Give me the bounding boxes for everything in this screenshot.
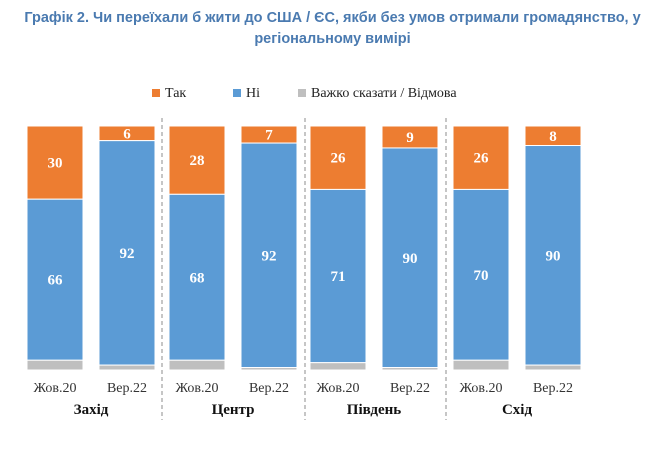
data-label-0-0-no: 66: [48, 273, 64, 289]
region-label-2: Південь: [347, 402, 401, 418]
region-label-3: Схід: [502, 402, 533, 418]
period-label-3-0: Жов.20: [460, 381, 503, 396]
period-label-2-1: Вер.22: [390, 381, 430, 396]
bar-0-1-hard: [98, 364, 156, 371]
data-label-1-1-yes: 7: [265, 128, 273, 144]
bar-0-1-no: [98, 140, 156, 366]
data-label-2-0-yes: 26: [331, 151, 347, 167]
bar-2-1-no: [381, 147, 439, 369]
period-label-1-1: Вер.22: [249, 381, 289, 396]
bar-3-1-no: [524, 145, 582, 366]
bar-2-0-no: [309, 188, 367, 364]
data-label-3-0-yes: 26: [474, 151, 490, 167]
bar-1-1-hard: [240, 367, 298, 371]
data-label-0-0-yes: 30: [48, 156, 63, 172]
data-label-0-1-yes: 6: [123, 126, 131, 142]
legend-label-1: Ні: [246, 86, 260, 101]
bar-0-0-no: [26, 198, 84, 361]
data-label-2-0-no: 71: [331, 269, 346, 285]
bar-0-0-yes: [26, 125, 84, 200]
chart-title: Графік 2. Чи переїхали б жити до США / Є…: [24, 10, 641, 47]
legend-label-0: Так: [165, 86, 186, 101]
data-label-1-1-no: 92: [262, 248, 277, 264]
legend-swatch-0: [152, 89, 160, 97]
data-label-3-1-no: 90: [546, 248, 561, 264]
legend-swatch-1: [233, 89, 241, 97]
bar-1-0-no: [168, 193, 226, 361]
bar-1-0-hard: [168, 359, 226, 371]
period-label-3-1: Вер.22: [533, 381, 573, 396]
period-label-1-0: Жов.20: [176, 381, 219, 396]
group-separators: [161, 118, 447, 420]
bar-3-0-hard: [452, 359, 510, 371]
bar-1-0-yes: [168, 125, 226, 195]
data-label-1-0-no: 68: [190, 270, 205, 286]
period-label-0-1: Вер.22: [107, 381, 147, 396]
legend-swatch-2: [298, 89, 306, 97]
data-label-2-1-yes: 9: [406, 130, 414, 146]
bar-0-0-hard: [26, 359, 84, 371]
region-label-0: Захід: [74, 402, 109, 418]
data-label-1-0-yes: 28: [190, 153, 205, 169]
data-label-3-1-yes: 8: [549, 129, 557, 145]
axis-labels: Жов.20 Вер.22 Захід Жов.20 Вер.22 Центр Жов.20…: [34, 381, 574, 418]
period-label-0-0: Жов.20: [34, 381, 77, 396]
bar-2-0-hard: [309, 362, 367, 371]
data-label-2-1-no: 90: [403, 251, 418, 267]
bar-3-0-no: [452, 188, 510, 361]
legend: Так Ні Важко сказати / Відмова: [152, 86, 457, 101]
bar-2-0-yes: [309, 125, 367, 190]
data-label-0-1-no: 92: [120, 246, 135, 262]
region-label-1: Центр: [212, 402, 255, 418]
bar-3-0-yes: [452, 125, 510, 190]
period-label-2-0: Жов.20: [317, 381, 360, 396]
data-label-3-0-no: 70: [474, 268, 489, 284]
bar-3-1-hard: [524, 364, 582, 371]
legend-label-2: Важко сказати / Відмова: [311, 86, 457, 101]
bar-2-1-hard: [381, 367, 439, 371]
bar-1-1-no: [240, 142, 298, 369]
